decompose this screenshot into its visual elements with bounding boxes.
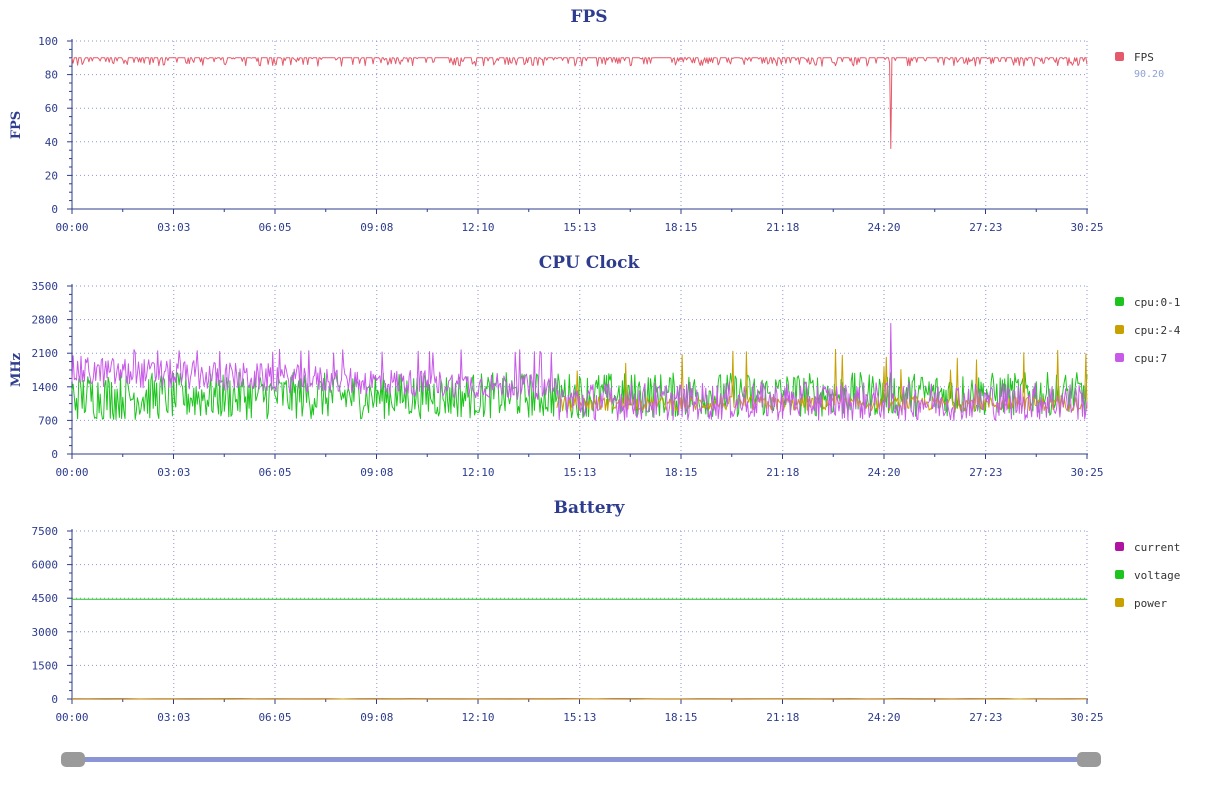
x-tick-label: 00:00	[55, 466, 88, 479]
y-tick-label: 2800	[32, 314, 59, 327]
y-tick-label: 100	[38, 35, 58, 48]
legend-swatch-voltage	[1115, 570, 1124, 579]
legend-swatch-cpu:0-1	[1115, 297, 1124, 306]
chart-1: CPU Clock 0 700 1400 2100 2800 3500 00:00 03:03 0…	[9, 253, 1181, 479]
x-tick-label: 09:08	[360, 466, 393, 479]
chart-title: CPU Clock	[539, 253, 641, 273]
x-tick-label: 06:05	[258, 221, 291, 234]
legend-swatch-FPS	[1115, 52, 1124, 61]
x-tick-label: 21:18	[766, 221, 799, 234]
y-tick-label: 3000	[32, 626, 59, 639]
y-tick-label: 80	[45, 69, 58, 82]
y-tick-label: 0	[51, 693, 58, 706]
y-tick-label: 3500	[32, 280, 59, 293]
legend-label: cpu:2-4	[1134, 324, 1181, 337]
x-tick-label: 24:20	[867, 711, 900, 724]
y-tick-label: 60	[45, 102, 58, 115]
y-tick-label: 1400	[32, 381, 59, 394]
x-tick-label: 21:18	[766, 466, 799, 479]
x-tick-label: 18:15	[664, 711, 697, 724]
x-tick-label: 09:08	[360, 711, 393, 724]
legend-label: FPS	[1134, 51, 1154, 64]
x-tick-label: 12:10	[461, 711, 494, 724]
y-tick-label: 6000	[32, 559, 59, 572]
x-tick-label: 30:25	[1070, 466, 1103, 479]
chart-2: Battery 0 1500 3000 4500 6000 7500 00:00 03:03 06…	[32, 498, 1181, 724]
x-tick-label: 12:10	[461, 221, 494, 234]
x-tick-label: 00:00	[55, 711, 88, 724]
x-tick-label: 21:18	[766, 711, 799, 724]
legend-label: cpu:7	[1134, 352, 1167, 365]
y-tick-label: 1500	[32, 659, 59, 672]
chart-title: Battery	[554, 498, 626, 518]
y-tick-label: 7500	[32, 525, 59, 538]
x-tick-label: 15:13	[563, 711, 596, 724]
y-tick-label: 40	[45, 136, 58, 149]
y-tick-label: 0	[51, 448, 58, 461]
x-tick-label: 09:08	[360, 221, 393, 234]
y-axis-label: FPS	[9, 111, 24, 139]
x-tick-label: 06:05	[258, 466, 291, 479]
legend-swatch-power	[1115, 598, 1124, 607]
x-tick-label: 18:15	[664, 221, 697, 234]
legend-label: power	[1134, 597, 1167, 610]
time-range-slider-track[interactable]	[68, 757, 1100, 762]
y-axis-label: MHz	[9, 353, 24, 387]
time-range-end-handle[interactable]	[1077, 752, 1101, 767]
x-tick-label: 03:03	[157, 466, 190, 479]
legend-current-value: 90.20	[1134, 69, 1164, 80]
x-tick-label: 00:00	[55, 221, 88, 234]
chart-title: FPS	[570, 7, 607, 27]
time-range-start-handle[interactable]	[61, 752, 85, 767]
legend-swatch-cpu:7	[1115, 353, 1124, 362]
legend-swatch-cpu:2-4	[1115, 325, 1124, 334]
chart-0: FPS 0 20 40 60 80 100 00:00 03:03 06:05 09:08 12:10…	[9, 7, 1164, 234]
y-tick-label: 0	[51, 203, 58, 216]
x-tick-label: 03:03	[157, 221, 190, 234]
y-tick-label: 700	[38, 414, 58, 427]
x-tick-label: 15:13	[563, 466, 596, 479]
x-tick-label: 06:05	[258, 711, 291, 724]
y-tick-label: 4500	[32, 592, 59, 605]
x-tick-label: 12:10	[461, 466, 494, 479]
x-tick-label: 24:20	[867, 221, 900, 234]
y-tick-label: 2100	[32, 347, 59, 360]
x-tick-label: 15:13	[563, 221, 596, 234]
legend-swatch-current	[1115, 542, 1124, 551]
x-tick-label: 24:20	[867, 466, 900, 479]
x-tick-label: 27:23	[969, 221, 1002, 234]
legend-label: cpu:0-1	[1134, 296, 1180, 309]
x-tick-label: 18:15	[664, 466, 697, 479]
x-tick-label: 27:23	[969, 466, 1002, 479]
legend-label: current	[1134, 541, 1180, 554]
series-line-FPS	[72, 58, 1087, 149]
legend-label: voltage	[1134, 569, 1180, 582]
y-tick-label: 20	[45, 169, 58, 182]
x-tick-label: 30:25	[1070, 711, 1103, 724]
x-tick-label: 03:03	[157, 711, 190, 724]
x-tick-label: 27:23	[969, 711, 1002, 724]
x-tick-label: 30:25	[1070, 221, 1103, 234]
